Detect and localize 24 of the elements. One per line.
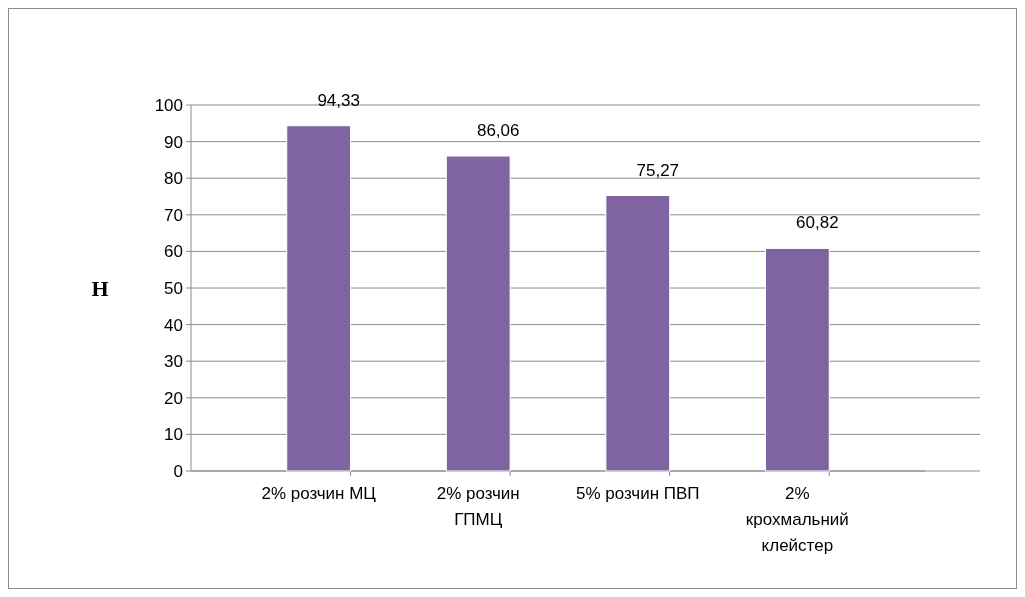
data-label: 86,06 xyxy=(476,121,520,141)
bar xyxy=(764,247,830,472)
y-tick-label: 100 xyxy=(154,95,183,115)
x-tick-label: 2% розчин МЦ xyxy=(261,484,377,503)
y-tick-label: 80 xyxy=(164,169,183,189)
y-axis-title: Н xyxy=(91,275,109,301)
y-tick-label: 20 xyxy=(164,388,183,408)
y-tick-label: 10 xyxy=(164,425,183,445)
y-tick-label: 70 xyxy=(164,205,183,225)
y-tick-label: 90 xyxy=(164,132,183,152)
data-label: 60,82 xyxy=(796,213,839,233)
data-label: 75,27 xyxy=(636,160,680,180)
bar xyxy=(605,195,671,472)
y-tick-label: 50 xyxy=(164,278,183,298)
y-tick-label: 0 xyxy=(173,461,183,481)
y-tick-label: 60 xyxy=(164,242,183,262)
y-tick-label: 40 xyxy=(164,315,183,335)
data-label: 94,33 xyxy=(317,90,360,110)
y-tick-label: 30 xyxy=(164,352,183,372)
x-tick-label: 5% розчин ПВП xyxy=(576,484,700,503)
x-tick-label: 2% крохмальний клейстер xyxy=(745,484,849,555)
bar xyxy=(286,125,352,472)
bar xyxy=(445,155,511,472)
x-tick-label: 2% розчин ГПМЦ xyxy=(436,484,520,529)
